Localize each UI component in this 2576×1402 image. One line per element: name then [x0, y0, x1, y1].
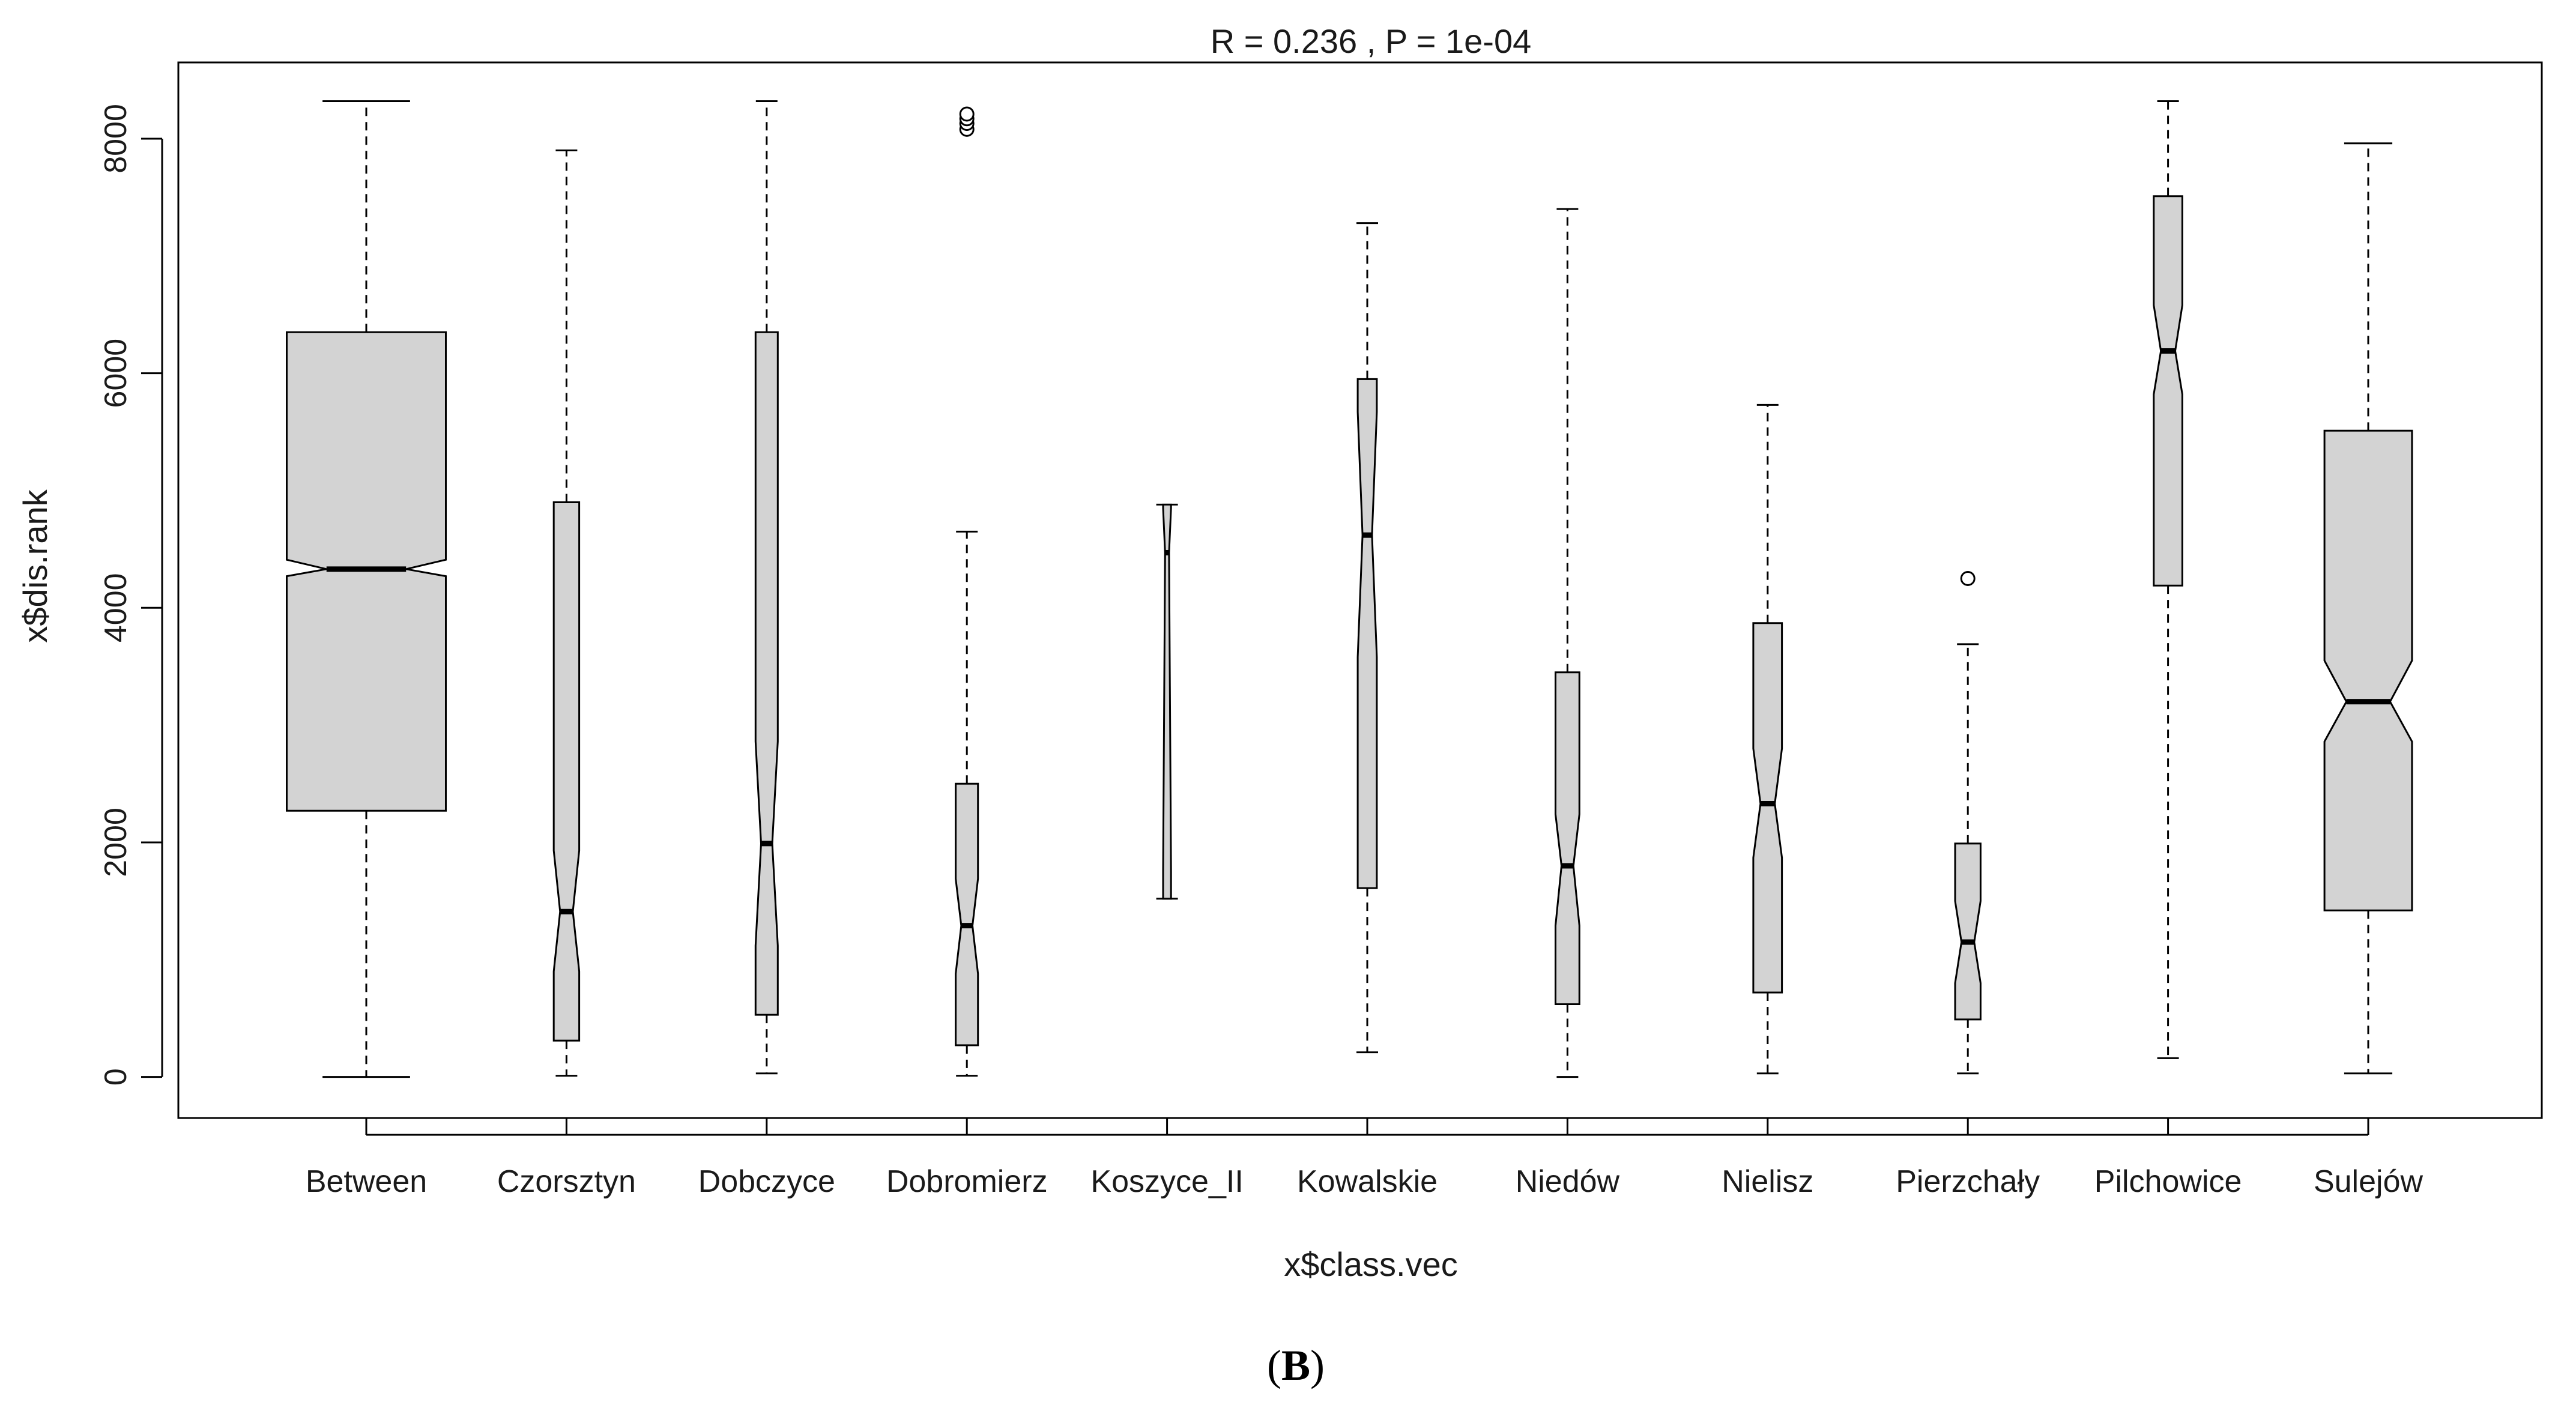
- x-tick-label: Pierzchały: [1896, 1164, 2040, 1199]
- outlier-point: [959, 106, 975, 122]
- plot-frame: [177, 61, 2543, 1119]
- panel-label-open: (: [1267, 1341, 1281, 1389]
- box-Koszyce_II: [1156, 503, 1178, 900]
- x-tick-label: Nielisz: [1722, 1164, 1813, 1199]
- y-tick-label: 4000: [98, 573, 133, 642]
- y-tick-label: 6000: [98, 339, 133, 408]
- x-tick-label: Sulejów: [2314, 1164, 2423, 1199]
- box-body: [1162, 503, 1172, 900]
- y-axis: 0 2000 4000 6000 8000: [98, 104, 163, 1086]
- box-Sulejów: [2323, 142, 2413, 1075]
- panel-label-close: ): [1310, 1341, 1325, 1389]
- box-body: [2323, 429, 2413, 911]
- box-body: [1555, 671, 1580, 1005]
- box-body: [1954, 842, 1982, 1021]
- y-tick-label: 8000: [98, 104, 133, 174]
- y-axis-label: x$dis.rank: [16, 489, 54, 642]
- x-tick-label: Pilchowice: [2094, 1164, 2242, 1199]
- x-axis-label: x$class.vec: [1284, 1245, 1457, 1283]
- x-tick-label: Czorsztyn: [497, 1164, 636, 1199]
- box-Between: [286, 100, 447, 1078]
- x-tick-label: Between: [306, 1164, 427, 1199]
- y-tick-label: 2000: [98, 808, 133, 877]
- box-Czorsztyn: [552, 150, 581, 1077]
- box-Pilchowice: [2153, 100, 2183, 1059]
- box-series: [286, 100, 2413, 1078]
- box-body: [552, 501, 581, 1042]
- panel-label: (B): [1267, 1341, 1325, 1389]
- box-body: [955, 782, 979, 1047]
- x-tick-label: Dobczyce: [698, 1164, 835, 1199]
- box-body: [1356, 378, 1378, 889]
- x-axis: Between Czorsztyn Dobczyce Dobromierz Koszyc…: [306, 1118, 2423, 1199]
- box-Nielisz: [1752, 403, 1783, 1075]
- box-Niedów: [1555, 208, 1580, 1078]
- box-body: [2153, 195, 2183, 587]
- box-Pierzchały: [1954, 570, 1982, 1075]
- box-Dobczyce: [754, 100, 779, 1075]
- box-Dobromierz: [955, 106, 979, 1077]
- x-tick-label: Dobromierz: [886, 1164, 1048, 1199]
- x-tick-label: Niedów: [1516, 1164, 1620, 1199]
- box-body: [754, 331, 779, 1016]
- x-tick-label: Koszyce_II: [1090, 1164, 1243, 1199]
- chart-title: R = 0.236 , P = 1e-04: [1211, 22, 1531, 60]
- outlier-point: [1960, 570, 1976, 586]
- box-Kowalskie: [1356, 222, 1378, 1054]
- box-body: [1752, 622, 1783, 994]
- y-tick-label: 0: [98, 1068, 133, 1086]
- x-tick-label: Kowalskie: [1297, 1164, 1438, 1199]
- panel-label-letter: B: [1281, 1341, 1310, 1389]
